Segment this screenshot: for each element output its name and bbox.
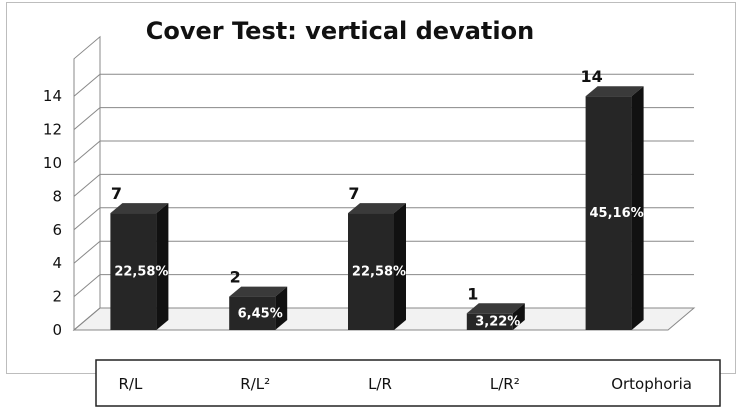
category-table-border [95,359,721,407]
x-category-label: Ortophoria [611,375,692,393]
bar-top [348,203,406,214]
y-tick-label: 10 [43,154,62,172]
gridline-diagonal [73,140,101,164]
chart-title: Cover Test: vertical devation [146,17,534,45]
bar-front [466,313,513,330]
bar-top [110,203,169,214]
bar [348,203,406,330]
gridline-diagonal [73,240,101,264]
bar [110,203,169,330]
y-axis-ticks: 0 2 4 6 8 10 12 14 [43,87,62,339]
bar-side [394,203,406,330]
bars [110,86,644,330]
gridline-diagonal [73,73,101,97]
bar-side [156,203,169,330]
bar-front [585,96,632,330]
bar [585,86,644,330]
bar [229,286,288,330]
y-tick-label: 6 [52,221,62,239]
percent-label: 6,45% [238,306,283,321]
gridline-diagonal [73,174,101,197]
y-tick-label: 4 [52,254,62,272]
bar-top [585,86,644,97]
gridline-diagonal [73,207,101,231]
y-tick-label: 8 [52,187,62,205]
data-labels: 7 22,58% 2 6,45% 7 22,58% 1 3,22% 14 45,16% [111,67,644,329]
gridline-diagonal [73,274,101,297]
percent-label: 22,58% [352,265,406,280]
y-tick-label: 0 [52,321,62,339]
bar-front [348,213,394,330]
bar-front [110,213,157,330]
bar-top [229,286,288,297]
x-category-label: R/L [118,375,142,393]
percent-label: 22,58% [114,265,168,280]
bar-side [512,303,525,330]
percent-label: 45,16% [590,206,644,221]
bar-front [229,296,276,330]
x-category-label: L/R [368,375,392,393]
category-table: R/L R/L² L/R L/R² Ortophoria [95,359,721,407]
x-category-label: R/L² [240,375,270,393]
bar [466,303,525,330]
percent-label: 3,22% [475,315,520,330]
y-tick-label: 2 [52,288,62,306]
y-tick-label: 12 [43,121,62,139]
bar-value-label: 1 [467,284,478,303]
gridline-diagonal [73,307,101,331]
bar-value-label: 2 [230,268,241,287]
y-tick-label: 14 [43,87,62,105]
bar-value-label: 7 [111,184,122,203]
bar-side [275,286,288,330]
bar-value-label: 14 [580,67,602,86]
x-category-label: L/R² [490,375,520,393]
bar-top [466,303,525,314]
bar-value-label: 7 [348,184,359,203]
gridline-diagonal [73,107,101,130]
bar-side [631,86,644,330]
